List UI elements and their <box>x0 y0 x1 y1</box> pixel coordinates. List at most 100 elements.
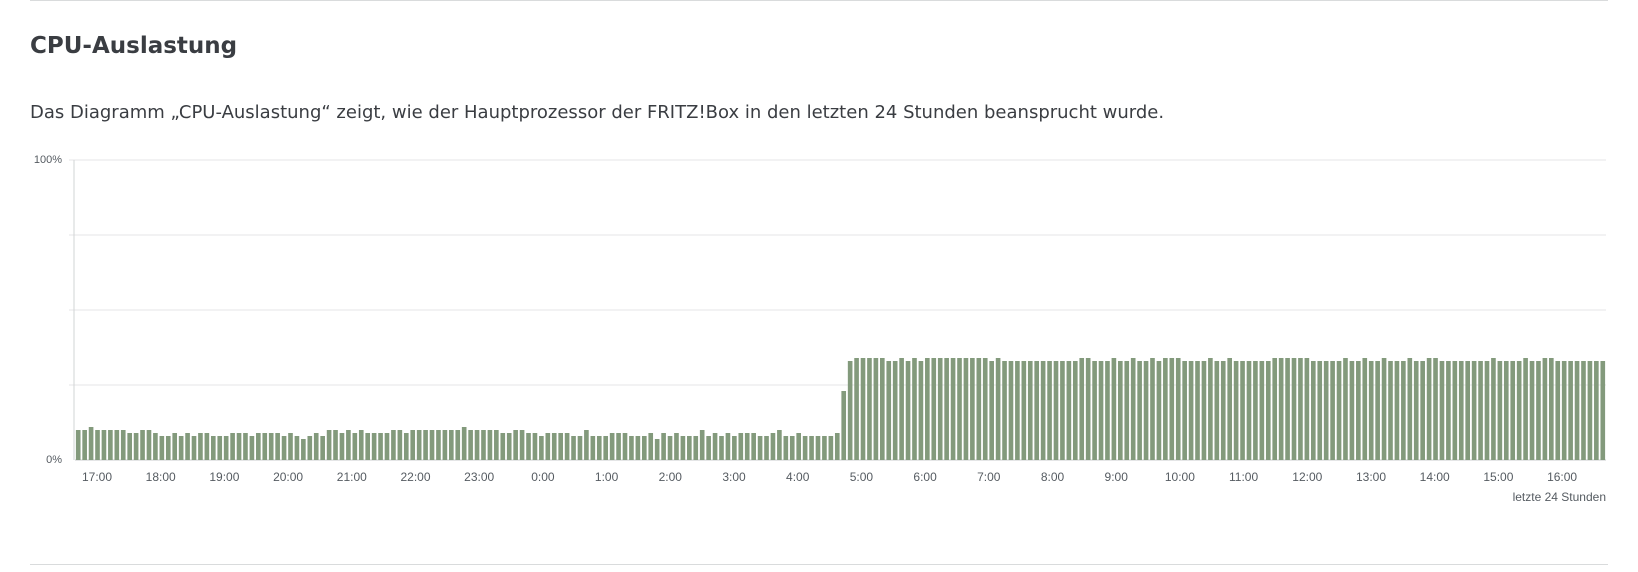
chart-bar <box>120 430 126 460</box>
x-tick-label: 18:00 <box>146 470 176 484</box>
chart-bar <box>1330 361 1335 460</box>
x-tick-label: 4:00 <box>786 470 810 484</box>
chart-bar <box>989 361 994 460</box>
chart-bar <box>449 430 454 460</box>
chart-bar <box>1581 361 1586 460</box>
chart-bar <box>88 427 94 460</box>
chart-bar <box>1433 358 1438 460</box>
chart-bar <box>1053 361 1059 460</box>
chart-bar <box>352 433 358 460</box>
chart-bar <box>1478 361 1483 460</box>
chart-bar <box>764 436 769 460</box>
chart-bar <box>133 433 139 460</box>
chart-bar <box>1523 358 1528 460</box>
chart-bar <box>622 433 628 460</box>
chart-bar <box>1555 361 1561 460</box>
chart-bar <box>815 436 821 460</box>
chart-bars <box>75 358 1606 460</box>
chart-bar <box>1291 358 1297 460</box>
chart-bar <box>963 358 969 460</box>
chart-bar <box>809 436 814 460</box>
chart-bar <box>487 430 493 460</box>
chart-bar <box>1143 361 1149 460</box>
chart-bar <box>513 430 518 460</box>
chart-bar <box>153 433 158 460</box>
chart-bar <box>584 430 589 460</box>
x-tick-label: 21:00 <box>337 470 367 484</box>
chart-bar <box>873 358 879 460</box>
chart-bar <box>526 433 531 460</box>
chart-bar <box>114 430 120 460</box>
chart-bar <box>596 436 602 460</box>
chart-bar <box>699 430 705 460</box>
x-tick-label: 7:00 <box>977 470 1001 484</box>
chart-bar <box>719 436 724 460</box>
chart-bar <box>1047 361 1052 460</box>
chart-bar <box>1188 361 1194 460</box>
chart-bar <box>1529 361 1535 460</box>
chart-bar <box>1259 361 1265 460</box>
chart-bar <box>1008 361 1014 460</box>
chart-bar <box>217 436 223 460</box>
chart-bar <box>500 433 506 460</box>
x-tick-label: 16:00 <box>1547 470 1577 484</box>
chart-bar <box>545 433 551 460</box>
chart-bar <box>256 433 261 460</box>
chart-bar <box>564 433 570 460</box>
chart-bar <box>789 436 795 460</box>
chart-bar <box>661 433 666 460</box>
chart-bar <box>1356 361 1361 460</box>
chart-bar <box>1542 358 1548 460</box>
chart-bar <box>1439 361 1445 460</box>
chart-bar <box>912 358 917 460</box>
chart-bar <box>616 433 621 460</box>
chart-bar <box>532 433 538 460</box>
chart-bar <box>1021 361 1027 460</box>
chart-bar <box>879 358 885 460</box>
chart-bar <box>82 430 87 460</box>
chart-bar <box>288 433 293 460</box>
chart-bar <box>648 433 654 460</box>
chart-bar <box>751 433 756 460</box>
bottom-divider <box>30 564 1608 565</box>
chart-bar <box>1169 358 1175 460</box>
chart-bar <box>860 358 866 460</box>
chart-bar <box>1407 358 1413 460</box>
chart-bar <box>892 361 898 460</box>
chart-bar <box>1111 358 1117 460</box>
chart-bar <box>172 433 178 460</box>
chart-bar <box>925 358 930 460</box>
chart-bar <box>1040 361 1046 460</box>
chart-bar <box>1182 361 1187 460</box>
chart-bar <box>1098 361 1104 460</box>
chart-bar <box>1587 361 1593 460</box>
chart-bar <box>365 433 371 460</box>
chart-bar <box>307 436 313 460</box>
chart-bar <box>1085 358 1091 460</box>
chart-bar <box>1233 361 1239 460</box>
chart-bar <box>320 436 325 460</box>
chart-bar <box>436 430 441 460</box>
x-tick-label: 17:00 <box>82 470 112 484</box>
chart-bar <box>1510 361 1516 460</box>
chart-bar <box>159 436 165 460</box>
chart-bar <box>680 436 686 460</box>
chart-bar <box>249 436 255 460</box>
chart-bar <box>1503 361 1509 460</box>
chart-bar <box>706 436 711 460</box>
chart-bar <box>1265 361 1271 460</box>
chart-bar <box>1066 361 1072 460</box>
chart-bar <box>468 430 473 460</box>
chart-bar <box>1420 361 1425 460</box>
chart-bar <box>1240 361 1245 460</box>
chart-bar <box>1130 358 1136 460</box>
chart-bar <box>1465 361 1471 460</box>
chart-bar <box>654 439 660 460</box>
chart-bar <box>481 430 486 460</box>
x-tick-label: 10:00 <box>1165 470 1195 484</box>
chart-bar <box>1368 361 1374 460</box>
chart-bar <box>558 433 563 460</box>
chart-bar <box>738 433 744 460</box>
chart-bar <box>1163 358 1168 460</box>
chart-bar <box>403 433 409 460</box>
